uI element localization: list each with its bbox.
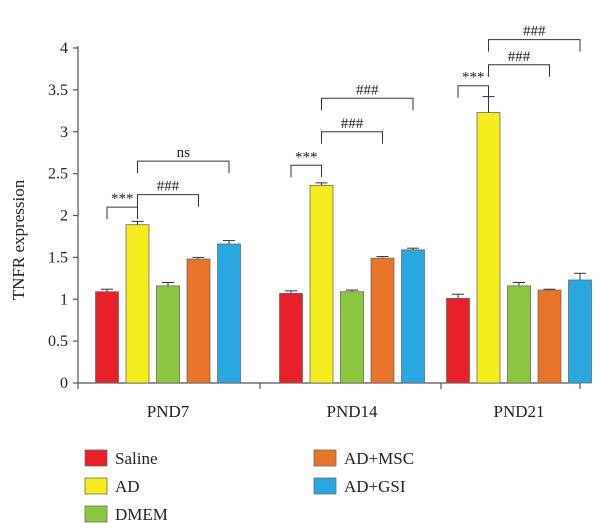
- bar: [125, 224, 150, 384]
- significance-label: ***: [462, 70, 485, 86]
- y-axis-label: TNFR expression: [9, 179, 28, 300]
- y-tick-label: 2: [60, 208, 68, 225]
- y-tick-label: 0: [60, 375, 68, 392]
- legend-label: AD+GSI: [344, 477, 406, 496]
- bar: [507, 285, 531, 384]
- significance-label: ###: [157, 179, 180, 195]
- legend-label: AD+MSC: [344, 449, 414, 468]
- significance-bracket: [457, 85, 489, 98]
- y-tick-label: 1: [60, 291, 68, 308]
- significance-label: ###: [523, 24, 546, 40]
- x-tick-label: PND21: [493, 402, 544, 421]
- y-tick-label: 4: [60, 40, 68, 57]
- significance-label: ###: [508, 49, 531, 65]
- legend-swatch: [84, 505, 108, 523]
- bar: [156, 285, 180, 384]
- legend-label: DMEM: [115, 505, 168, 524]
- x-tick-label: PND14: [326, 402, 378, 421]
- bar: [446, 298, 470, 384]
- chart-bars: [95, 96, 592, 384]
- y-tick-label: 2.5: [48, 166, 68, 183]
- y-tick-label: 3: [60, 124, 68, 141]
- significance-label: ###: [356, 82, 379, 98]
- bar: [279, 292, 303, 384]
- bar: [568, 279, 592, 384]
- legend-swatch: [84, 449, 108, 467]
- significance-bracket: [488, 64, 550, 77]
- bar: [340, 291, 364, 384]
- bar: [186, 258, 211, 384]
- significance-label: ns: [177, 145, 191, 161]
- significance-bracket: [321, 97, 414, 111]
- bar: [95, 291, 119, 384]
- significance-label: ***: [111, 191, 134, 207]
- bar: [217, 243, 241, 384]
- significance-label: ###: [341, 116, 364, 132]
- y-tick-label: 3.5: [48, 82, 68, 99]
- bar: [309, 184, 334, 384]
- bar: [401, 249, 425, 384]
- significance-bracket: [488, 39, 581, 52]
- significance-bracket: [321, 131, 383, 144]
- significance-bracket: [106, 206, 138, 220]
- x-tick-label: PND7: [147, 402, 190, 421]
- legend-label: AD: [115, 477, 140, 496]
- y-tick-label: 1.5: [48, 249, 68, 266]
- significance-bracket: [137, 160, 230, 174]
- significance-bracket: [137, 194, 199, 207]
- y-tick-label: 0.5: [48, 333, 68, 350]
- significance-annotations: *** ### ns *** ### ### *** ### ###: [106, 24, 581, 220]
- bar: [537, 289, 562, 384]
- chart-axes: 0 0.5 1 1.5 2 2.5 3 3.5 4 PND7 PND14 PND21: [48, 40, 581, 421]
- legend-label: Saline: [115, 449, 158, 468]
- significance-label: ***: [295, 149, 318, 165]
- legend-swatch: [313, 449, 337, 467]
- bar: [370, 257, 395, 384]
- legend-swatch: [313, 477, 337, 495]
- significance-bracket: [290, 164, 322, 178]
- bar: [476, 112, 501, 384]
- legend-swatch: [84, 477, 108, 495]
- legend: Saline AD DMEM AD+MSC AD+GSI: [84, 449, 414, 524]
